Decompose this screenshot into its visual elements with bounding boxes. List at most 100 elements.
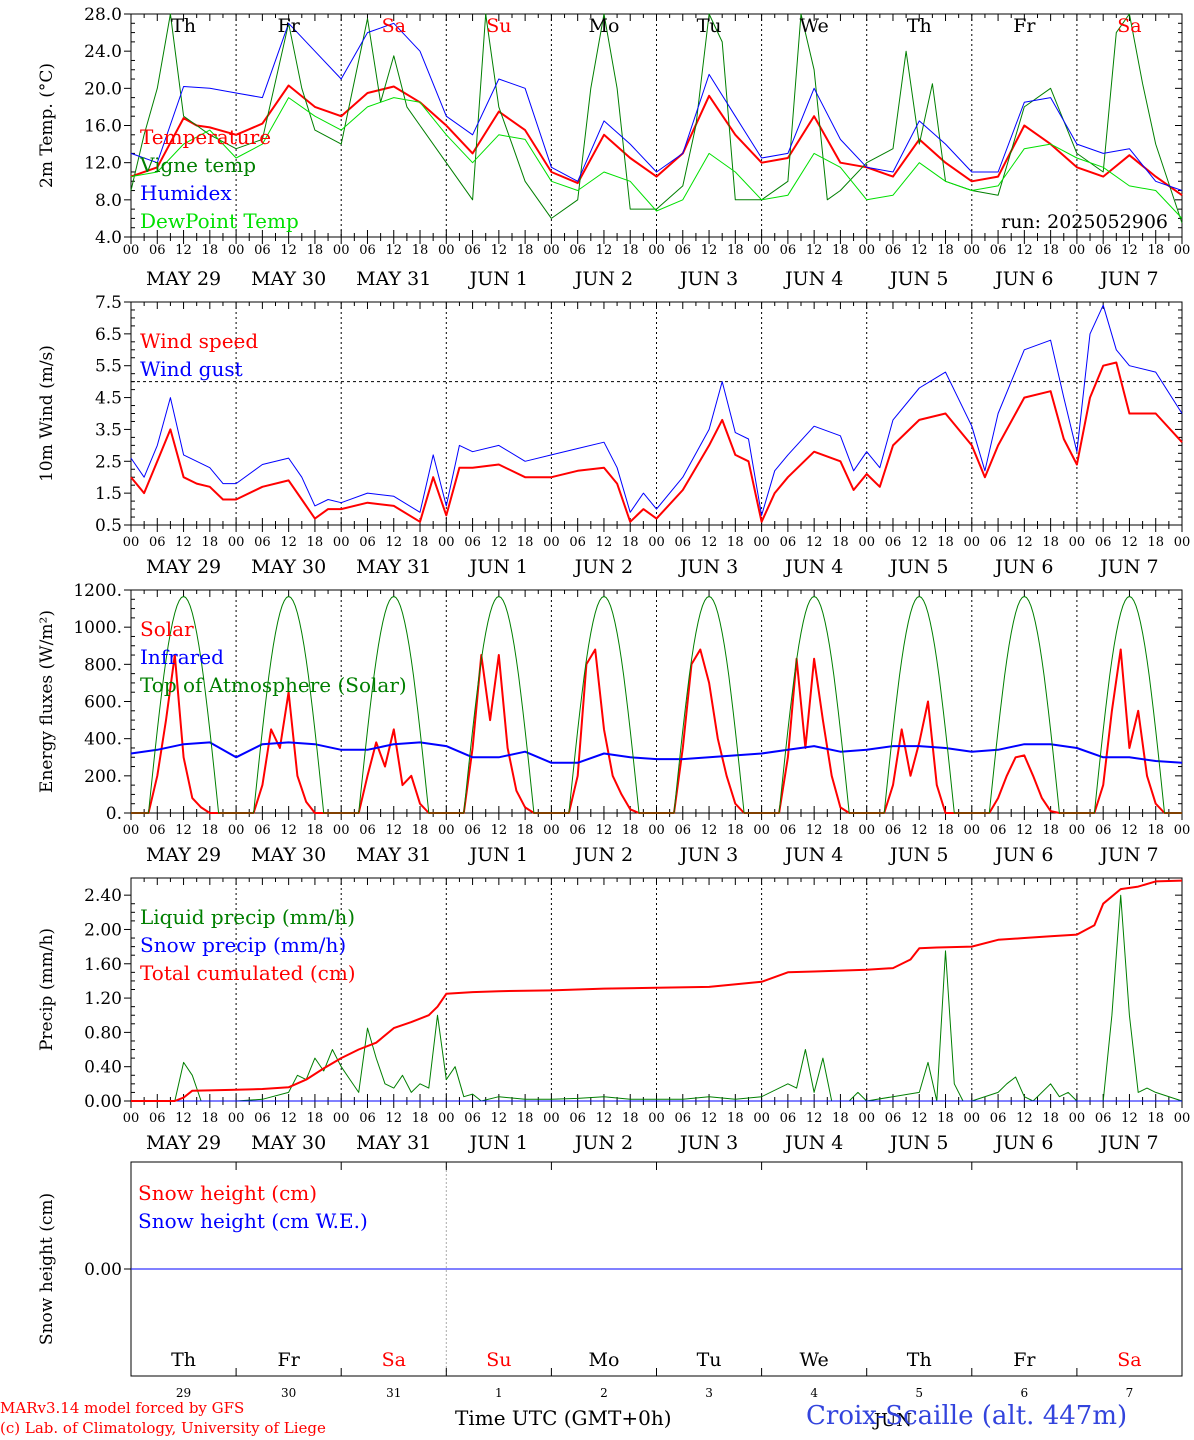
hour-tick-label: 06 <box>990 243 1007 258</box>
hour-tick-label: 12 <box>175 243 192 258</box>
y-tick-label: 4.0 <box>95 228 122 248</box>
hour-tick-label: 18 <box>517 243 534 258</box>
hour-tick-label: 18 <box>622 243 639 258</box>
legend-entry: Wind gust <box>140 357 243 381</box>
date-label: JUN 3 <box>678 1132 738 1154</box>
hour-tick-label: 06 <box>254 243 271 258</box>
date-label: JUN 4 <box>783 1132 843 1154</box>
hour-tick-label: 06 <box>569 243 586 258</box>
hour-tick-label: 00 <box>648 823 665 838</box>
date-label: JUN 5 <box>888 844 948 866</box>
y-tick-label: 2.00 <box>84 920 122 940</box>
y-tick-label: 24.0 <box>84 42 122 62</box>
hour-tick-label: 00 <box>228 243 245 258</box>
hour-tick-label: 12 <box>491 823 508 838</box>
y-tick-label: 0.80 <box>84 1023 122 1043</box>
panel-energy: 00 06 12 18 00 06 12 18 00 06 12 18 00 06 12 18 00 06 12 18… <box>37 581 1190 866</box>
day-number-label: 30 <box>281 1386 296 1400</box>
hour-tick-label: 12 <box>911 1111 928 1126</box>
hour-tick-label: 06 <box>464 243 481 258</box>
date-label: JUN 2 <box>573 556 633 578</box>
hour-tick-label: 18 <box>1147 823 1164 838</box>
series-line-dewpoint-temp <box>130 97 1183 219</box>
day-number-label: 7 <box>1126 1386 1134 1400</box>
date-label: JUN 5 <box>888 556 948 578</box>
hour-tick-label: 06 <box>149 243 166 258</box>
hour-tick-label: 00 <box>333 823 350 838</box>
hour-tick-label: 00 <box>964 823 981 838</box>
date-label: JUN 1 <box>468 556 528 578</box>
y-tick-label: 8.0 <box>95 191 122 211</box>
hour-tick-label: 12 <box>1121 823 1138 838</box>
day-label: Su <box>486 15 511 37</box>
date-label: JUN 6 <box>993 844 1053 866</box>
series-line-wind-speed <box>130 361 1183 523</box>
series-line-temperature <box>130 84 1183 197</box>
legend-entry: DewPoint Temp <box>140 209 299 233</box>
y-tick-label: 200. <box>84 767 122 787</box>
hour-tick-label: 12 <box>491 243 508 258</box>
hour-tick-label: 06 <box>254 535 271 550</box>
legend-entry: Snow precip (mm/h) <box>140 933 346 957</box>
hour-tick-label: 18 <box>202 243 219 258</box>
date-label: JUN 3 <box>678 268 738 290</box>
lab-credit: (c) Lab. of Climatology, University of L… <box>0 1419 326 1437</box>
y-tick-label: 1.20 <box>84 989 122 1009</box>
day-number-label: 29 <box>176 1386 191 1400</box>
date-label: JUN 7 <box>1098 1132 1158 1154</box>
date-label: JUN 7 <box>1098 268 1158 290</box>
y-axis-label: 2m Temp. (°C) <box>37 63 57 188</box>
hour-tick-label: 18 <box>1042 1111 1059 1126</box>
hour-tick-label: 18 <box>727 1111 744 1126</box>
hour-tick-label: 00 <box>333 535 350 550</box>
hour-tick-label: 06 <box>1095 535 1112 550</box>
hour-tick-label: 06 <box>569 1111 586 1126</box>
y-tick-label: 4.5 <box>95 389 122 409</box>
hour-tick-label: 06 <box>780 1111 797 1126</box>
date-label: JUN 7 <box>1098 556 1158 578</box>
y-tick-label: 1200. <box>73 581 122 601</box>
day-label: Mo <box>588 15 619 37</box>
y-tick-label: 600. <box>84 693 122 713</box>
day-label: Sa <box>382 15 406 37</box>
hour-tick-label: 18 <box>1147 1111 1164 1126</box>
legend-entry: Humidex <box>140 181 232 205</box>
hour-tick-label: 06 <box>359 1111 376 1126</box>
series-line-total-cumulated-cm- <box>131 879 1183 1102</box>
date-label: MAY 29 <box>146 556 221 578</box>
y-tick-label: 0.40 <box>84 1058 122 1078</box>
hour-tick-label: 12 <box>280 243 297 258</box>
day-label: Mo <box>588 1349 619 1371</box>
hour-tick-label: 06 <box>675 1111 692 1126</box>
hour-tick-label: 00 <box>964 535 981 550</box>
hour-tick-label: 18 <box>832 1111 849 1126</box>
y-tick-label: 0.00 <box>84 1260 122 1280</box>
hour-tick-label: 00 <box>648 535 665 550</box>
legend-entry: Snow height (cm) <box>138 1181 317 1205</box>
date-label: JUN 6 <box>993 556 1053 578</box>
hour-tick-label: 12 <box>1016 1111 1033 1126</box>
day-label: Tu <box>697 15 722 37</box>
hour-tick-label: 00 <box>964 1111 981 1126</box>
date-label: MAY 31 <box>356 268 431 290</box>
hour-tick-label: 00 <box>333 1111 350 1126</box>
y-tick-label: 16.0 <box>84 117 122 137</box>
month-label: JUN <box>872 1410 912 1431</box>
hour-tick-label: 18 <box>832 243 849 258</box>
hour-tick-label: 18 <box>937 243 954 258</box>
run-annotation: run: 2025052906 <box>1001 211 1168 233</box>
date-label: JUN 2 <box>573 1132 633 1154</box>
day-label: Th <box>907 1349 932 1371</box>
hour-tick-label: 06 <box>780 243 797 258</box>
day-label: Fr <box>1013 15 1036 37</box>
day-label: Fr <box>278 1349 301 1371</box>
hour-tick-label: 12 <box>175 1111 192 1126</box>
y-axis-label: Energy fluxes (W/m²) <box>37 610 57 793</box>
date-label: JUN 2 <box>573 844 633 866</box>
date-label: JUN 5 <box>888 268 948 290</box>
hour-tick-label: 18 <box>622 823 639 838</box>
y-tick-label: 12.0 <box>84 154 122 174</box>
hour-tick-label: 12 <box>596 1111 613 1126</box>
hour-tick-label: 12 <box>175 535 192 550</box>
hour-tick-label: 00 <box>753 1111 770 1126</box>
